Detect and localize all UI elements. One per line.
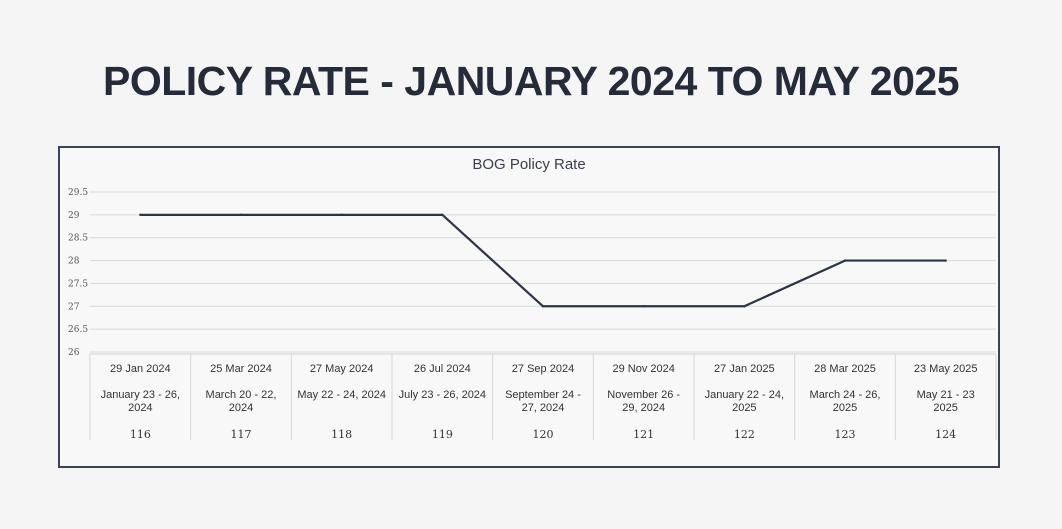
meeting-dates-label: January 22 - 24, xyxy=(705,389,785,401)
data-point xyxy=(441,213,444,217)
line-chart: 29.5 29 28.5 28 27.5 27 26.5 26 29 Jan 2024 Janua… xyxy=(68,188,997,441)
x-tick-label: 29 Nov 2024 xyxy=(612,363,674,375)
meeting-dates-label: November 26 - xyxy=(607,389,680,401)
meeting-number-label: 122 xyxy=(734,428,755,441)
data-point xyxy=(843,259,847,262)
x-tick-label: 27 May 2024 xyxy=(310,363,374,375)
meeting-dates-label: 29, 2024 xyxy=(622,402,665,414)
meeting-dates-label: May 22 - 24, 2024 xyxy=(297,389,386,401)
data-point xyxy=(541,305,545,308)
meeting-dates-label: September 24 - xyxy=(505,389,581,401)
meeting-dates-label: 2024 xyxy=(128,402,152,414)
chart-title: BOG Policy Rate xyxy=(472,156,586,173)
x-tick-label: 25 Mar 2024 xyxy=(210,363,272,375)
x-tick-label: 28 Mar 2025 xyxy=(814,363,876,375)
x-tick-label: 27 Jan 2025 xyxy=(714,363,775,375)
meeting-dates-label: 27, 2024 xyxy=(522,402,565,414)
data-point xyxy=(944,259,947,262)
meeting-number-label: 123 xyxy=(835,428,856,441)
meeting-dates-label: March 24 - 26, xyxy=(810,389,881,401)
meeting-number-label: 124 xyxy=(935,428,956,441)
meeting-number-label: 119 xyxy=(432,428,453,441)
meeting-number-label: 121 xyxy=(633,428,654,441)
meeting-dates-label: May 21 - 23 xyxy=(917,389,975,401)
y-tick-label: 27.5 xyxy=(68,279,88,289)
data-point xyxy=(239,213,243,217)
meeting-dates-label: 2025 xyxy=(833,402,857,414)
data-point xyxy=(139,213,142,217)
y-tick-label: 29.5 xyxy=(68,188,88,198)
chart-frame: BOG Policy Rate 29.5 29 28.5 28 27.5 27 26.5 26… xyxy=(58,146,1000,468)
y-tick-label: 28.5 xyxy=(68,234,88,244)
data-point xyxy=(340,213,343,217)
x-tick-label: 23 May 2025 xyxy=(914,363,978,375)
y-tick-label: 28 xyxy=(68,257,80,267)
meeting-number-label: 117 xyxy=(231,428,252,441)
meeting-dates-label: 2024 xyxy=(229,402,253,414)
y-tick-label: 29 xyxy=(68,211,80,221)
meeting-number-label: 120 xyxy=(533,428,554,441)
page-title: POLICY RATE - JANUARY 2024 TO MAY 2025 xyxy=(103,58,960,104)
y-tick-label: 26.5 xyxy=(68,325,88,335)
meeting-dates-label: 2025 xyxy=(933,402,957,414)
meeting-dates-label: January 23 - 26, xyxy=(101,389,181,401)
meeting-number-label: 116 xyxy=(130,428,151,441)
x-tick-label: 26 Jul 2024 xyxy=(414,363,471,375)
data-point xyxy=(743,305,746,308)
x-tick-label: 29 Jan 2024 xyxy=(110,363,171,375)
y-tick-label: 27 xyxy=(68,302,80,312)
x-tick-label: 27 Sep 2024 xyxy=(512,363,574,375)
meeting-dates-label: March 20 - 22, xyxy=(206,389,277,401)
meeting-dates-label: July 23 - 26, 2024 xyxy=(399,389,486,401)
meeting-number-label: 118 xyxy=(331,428,352,441)
y-tick-label: 26 xyxy=(68,348,80,358)
meeting-dates-label: 2025 xyxy=(732,402,756,414)
data-point xyxy=(642,305,645,308)
